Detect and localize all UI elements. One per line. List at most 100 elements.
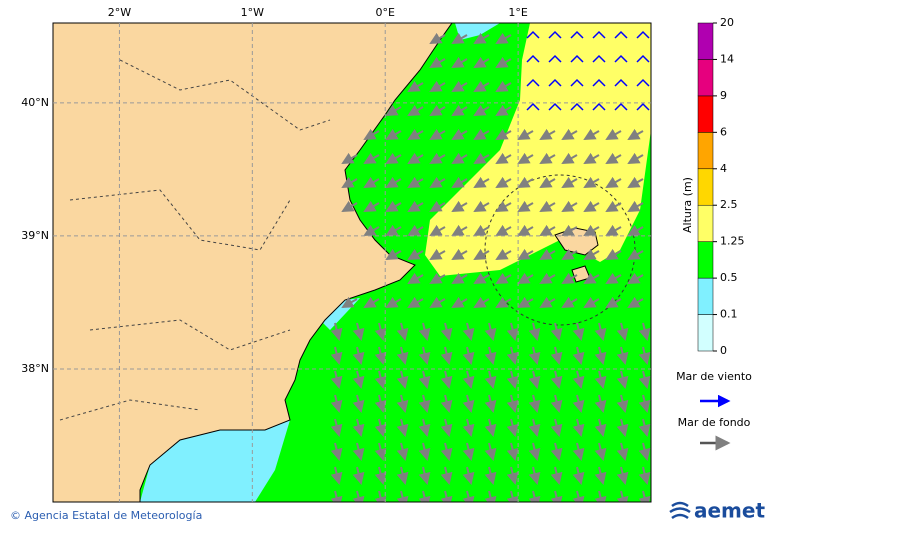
swell-arrow [418,466,431,485]
map-frame [52,22,652,503]
swell-arrow [638,346,651,365]
swell-arrow [462,418,475,437]
swell-arrow [638,418,651,437]
swell-arrow [385,152,402,164]
swell-arrow [627,200,644,212]
swell-arrow [572,442,585,461]
swell-arrow [495,224,512,236]
swell-arrow [429,200,446,212]
swell-arrow [572,490,585,502]
swell-arrow [451,224,468,236]
swell-arrow [429,128,446,140]
colorbar-label: 20 [720,16,734,29]
wind-arrow [614,54,628,63]
swell-arrow [407,104,424,116]
swell-arrow [330,418,343,437]
swell-arrow [451,128,468,140]
swell-arrow [352,394,365,413]
swell-arrow [385,176,402,188]
swell-arrow [539,200,556,212]
swell-arrow [583,248,600,260]
colorbar-segment [697,168,714,206]
swell-arrow [561,248,578,260]
swell-arrow [583,176,600,188]
wind-arrow [548,54,562,63]
swell-arrow [583,224,600,236]
arrows [330,30,651,502]
swell-arrow [429,272,446,284]
swell-arrow [561,224,578,236]
swell-arrow [594,490,607,502]
swell-arrow [517,248,534,260]
swell-arrow [561,272,578,284]
wind-arrow [614,30,628,39]
swell-arrow [572,346,585,365]
swell-arrow [495,32,512,44]
swell-arrow [451,80,468,92]
swell-arrow [528,394,541,413]
swell-arrow [418,418,431,437]
wind-arrow [526,30,540,39]
swell-arrow [627,248,644,260]
swell-arrow [572,394,585,413]
swell-arrow [484,418,497,437]
swell-arrow [451,104,468,116]
swell-arrow [462,490,475,502]
swell-arrow [506,394,519,413]
swell-arrow [638,466,651,485]
swell-arrow [374,418,387,437]
map [53,23,651,502]
swell-arrow [473,272,490,284]
swell-arrow [594,370,607,389]
swell-arrow [429,104,446,116]
swell-arrow [539,176,556,188]
swell-arrow [594,346,607,365]
swell-arrow [451,272,468,284]
swell-arrow [495,128,512,140]
colorbar-segment [697,314,714,352]
swell-arrow [583,272,600,284]
swell-arrow [506,370,519,389]
colorbar-segment [697,22,714,60]
swell-arrow [374,394,387,413]
swell-arrow [451,200,468,212]
wind-arrow [636,54,650,63]
wind-arrow [592,54,606,63]
wind-arrow [570,54,584,63]
swell-arrow [385,248,402,260]
swell-arrow [330,394,343,413]
swell-arrow [594,322,607,341]
swell-arrow [528,322,541,341]
swell-arrow [451,296,468,308]
swell-arrow [495,176,512,188]
swell-arrow [407,80,424,92]
swell-arrow [374,442,387,461]
swell-arrow [451,152,468,164]
swell-arrow [550,442,563,461]
wind-arrow [570,30,584,39]
swell-arrow [363,200,380,212]
swell-arrow [550,394,563,413]
colorbar-label: 14 [720,52,734,65]
swell-arrow [550,418,563,437]
swell-arrow [506,322,519,341]
swell-arrow [616,442,629,461]
wind-arrow [526,102,540,111]
colorbar-label: 9 [720,89,727,102]
swell-arrow [440,322,453,341]
swell-arrow [517,152,534,164]
swell-arrow [550,466,563,485]
high-wave-area [425,23,651,276]
colorbar-label: 0 [720,344,727,357]
swell-arrow [484,370,497,389]
colorbar-segment [697,95,714,133]
wind-arrow [592,30,606,39]
swell-arrow [517,296,534,308]
swell-arrow [616,394,629,413]
swell-arrow [385,200,402,212]
swell-arrow [407,272,424,284]
swell-arrow [341,152,358,164]
swell-arrow [517,224,534,236]
swell-arrow [594,418,607,437]
wind-arrow [526,54,540,63]
